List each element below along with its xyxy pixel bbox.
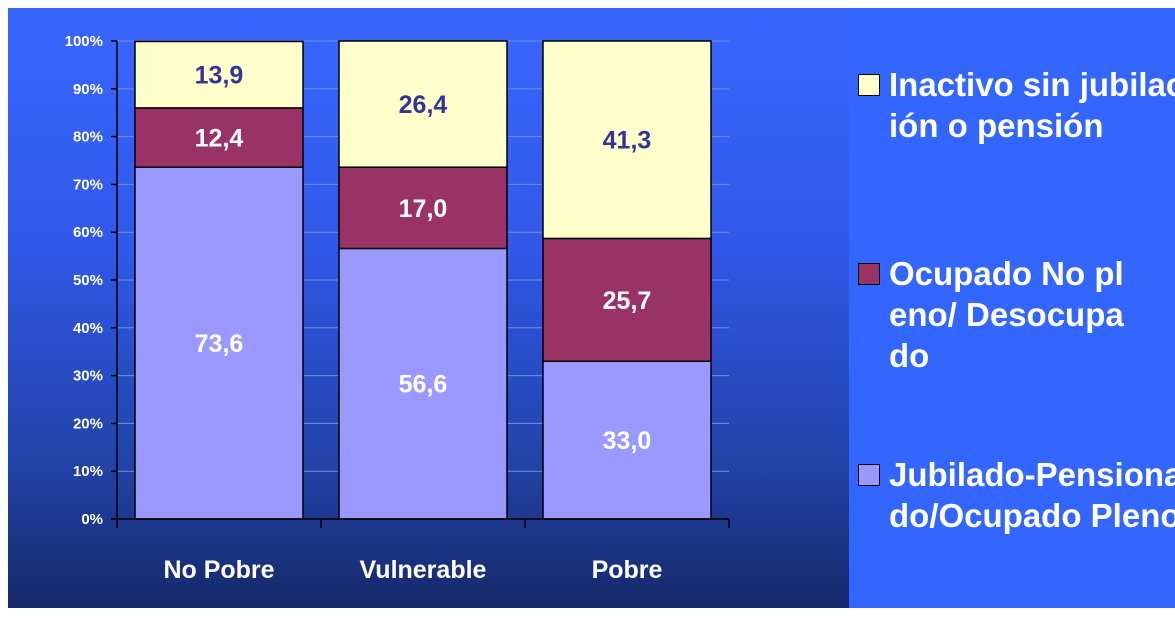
y-tick-label: 90% [73, 81, 103, 98]
legend-item-ocupado-no-pleno: Ocupado No pleno/ Desocupado [858, 253, 1129, 376]
data-label: 12,4 [195, 125, 244, 153]
legend-swatch-inactivo [858, 74, 880, 96]
y-tick-label: 0% [81, 511, 103, 528]
data-label: 73,6 [195, 330, 244, 358]
y-tick-label: 100% [65, 33, 103, 50]
bars [134, 40, 712, 520]
data-labels: 73,6 12,4 13,9 56,6 17,0 26,4 33,0 25,7 41,3 [195, 62, 652, 455]
x-tick-label: Vulnerable [360, 556, 487, 584]
bar-segment [542, 360, 712, 520]
y-tick-label: 70% [73, 176, 103, 193]
bar-segment [134, 107, 304, 168]
bar-segment [134, 40, 304, 109]
bar-segment [542, 40, 712, 240]
data-label: 56,6 [399, 371, 448, 399]
y-tick-label: 10% [73, 463, 103, 480]
data-label: 13,9 [195, 62, 244, 90]
legend-label-ocupado-no-pleno: Ocupado No pleno/ Desocupado [889, 255, 1124, 374]
data-label: 17,0 [399, 195, 448, 223]
y-tick-label: 60% [73, 224, 103, 241]
data-label: 25,7 [603, 287, 652, 315]
legend-swatch-jubilado [858, 464, 880, 486]
legend-item-inactivo: Inactivo sin jubilación o pensión [858, 64, 1175, 146]
bar-segment [338, 40, 508, 168]
x-tick-label: No Pobre [163, 556, 274, 584]
y-tick-label: 20% [73, 415, 103, 432]
legend-item-jubilado: Jubilado-Pensionado/Ocupado Pleno [858, 454, 1175, 536]
data-label: 33,0 [603, 427, 652, 455]
data-label: 41,3 [603, 127, 652, 155]
bar-segment [338, 166, 508, 250]
y-tick-label: 30% [73, 368, 103, 385]
legend-label-jubilado: Jubilado-Pensionado/Ocupado Pleno [889, 456, 1175, 534]
legend-panel [849, 8, 1175, 608]
bar-segment [134, 166, 304, 520]
y-tick-label: 50% [73, 272, 103, 289]
legend-swatch-ocupado-no-pleno [858, 263, 880, 285]
x-tick-label: Pobre [592, 556, 663, 584]
stacked-bar-chart: 0% 10% 20% 30% 40% 50% 60% 70% 80% 90% 100% No Pobr… [65, 33, 730, 584]
data-label: 26,4 [399, 91, 448, 119]
y-tick-label: 40% [73, 320, 103, 337]
legend-label-inactivo: Inactivo sin jubilación o pensión [889, 66, 1175, 144]
y-tick-label: 80% [73, 129, 103, 146]
bar-segment [542, 237, 712, 363]
axes: 0% 10% 20% 30% 40% 50% 60% 70% 80% 90% 100% No Pobr… [65, 33, 730, 584]
bar-segment [338, 247, 508, 520]
